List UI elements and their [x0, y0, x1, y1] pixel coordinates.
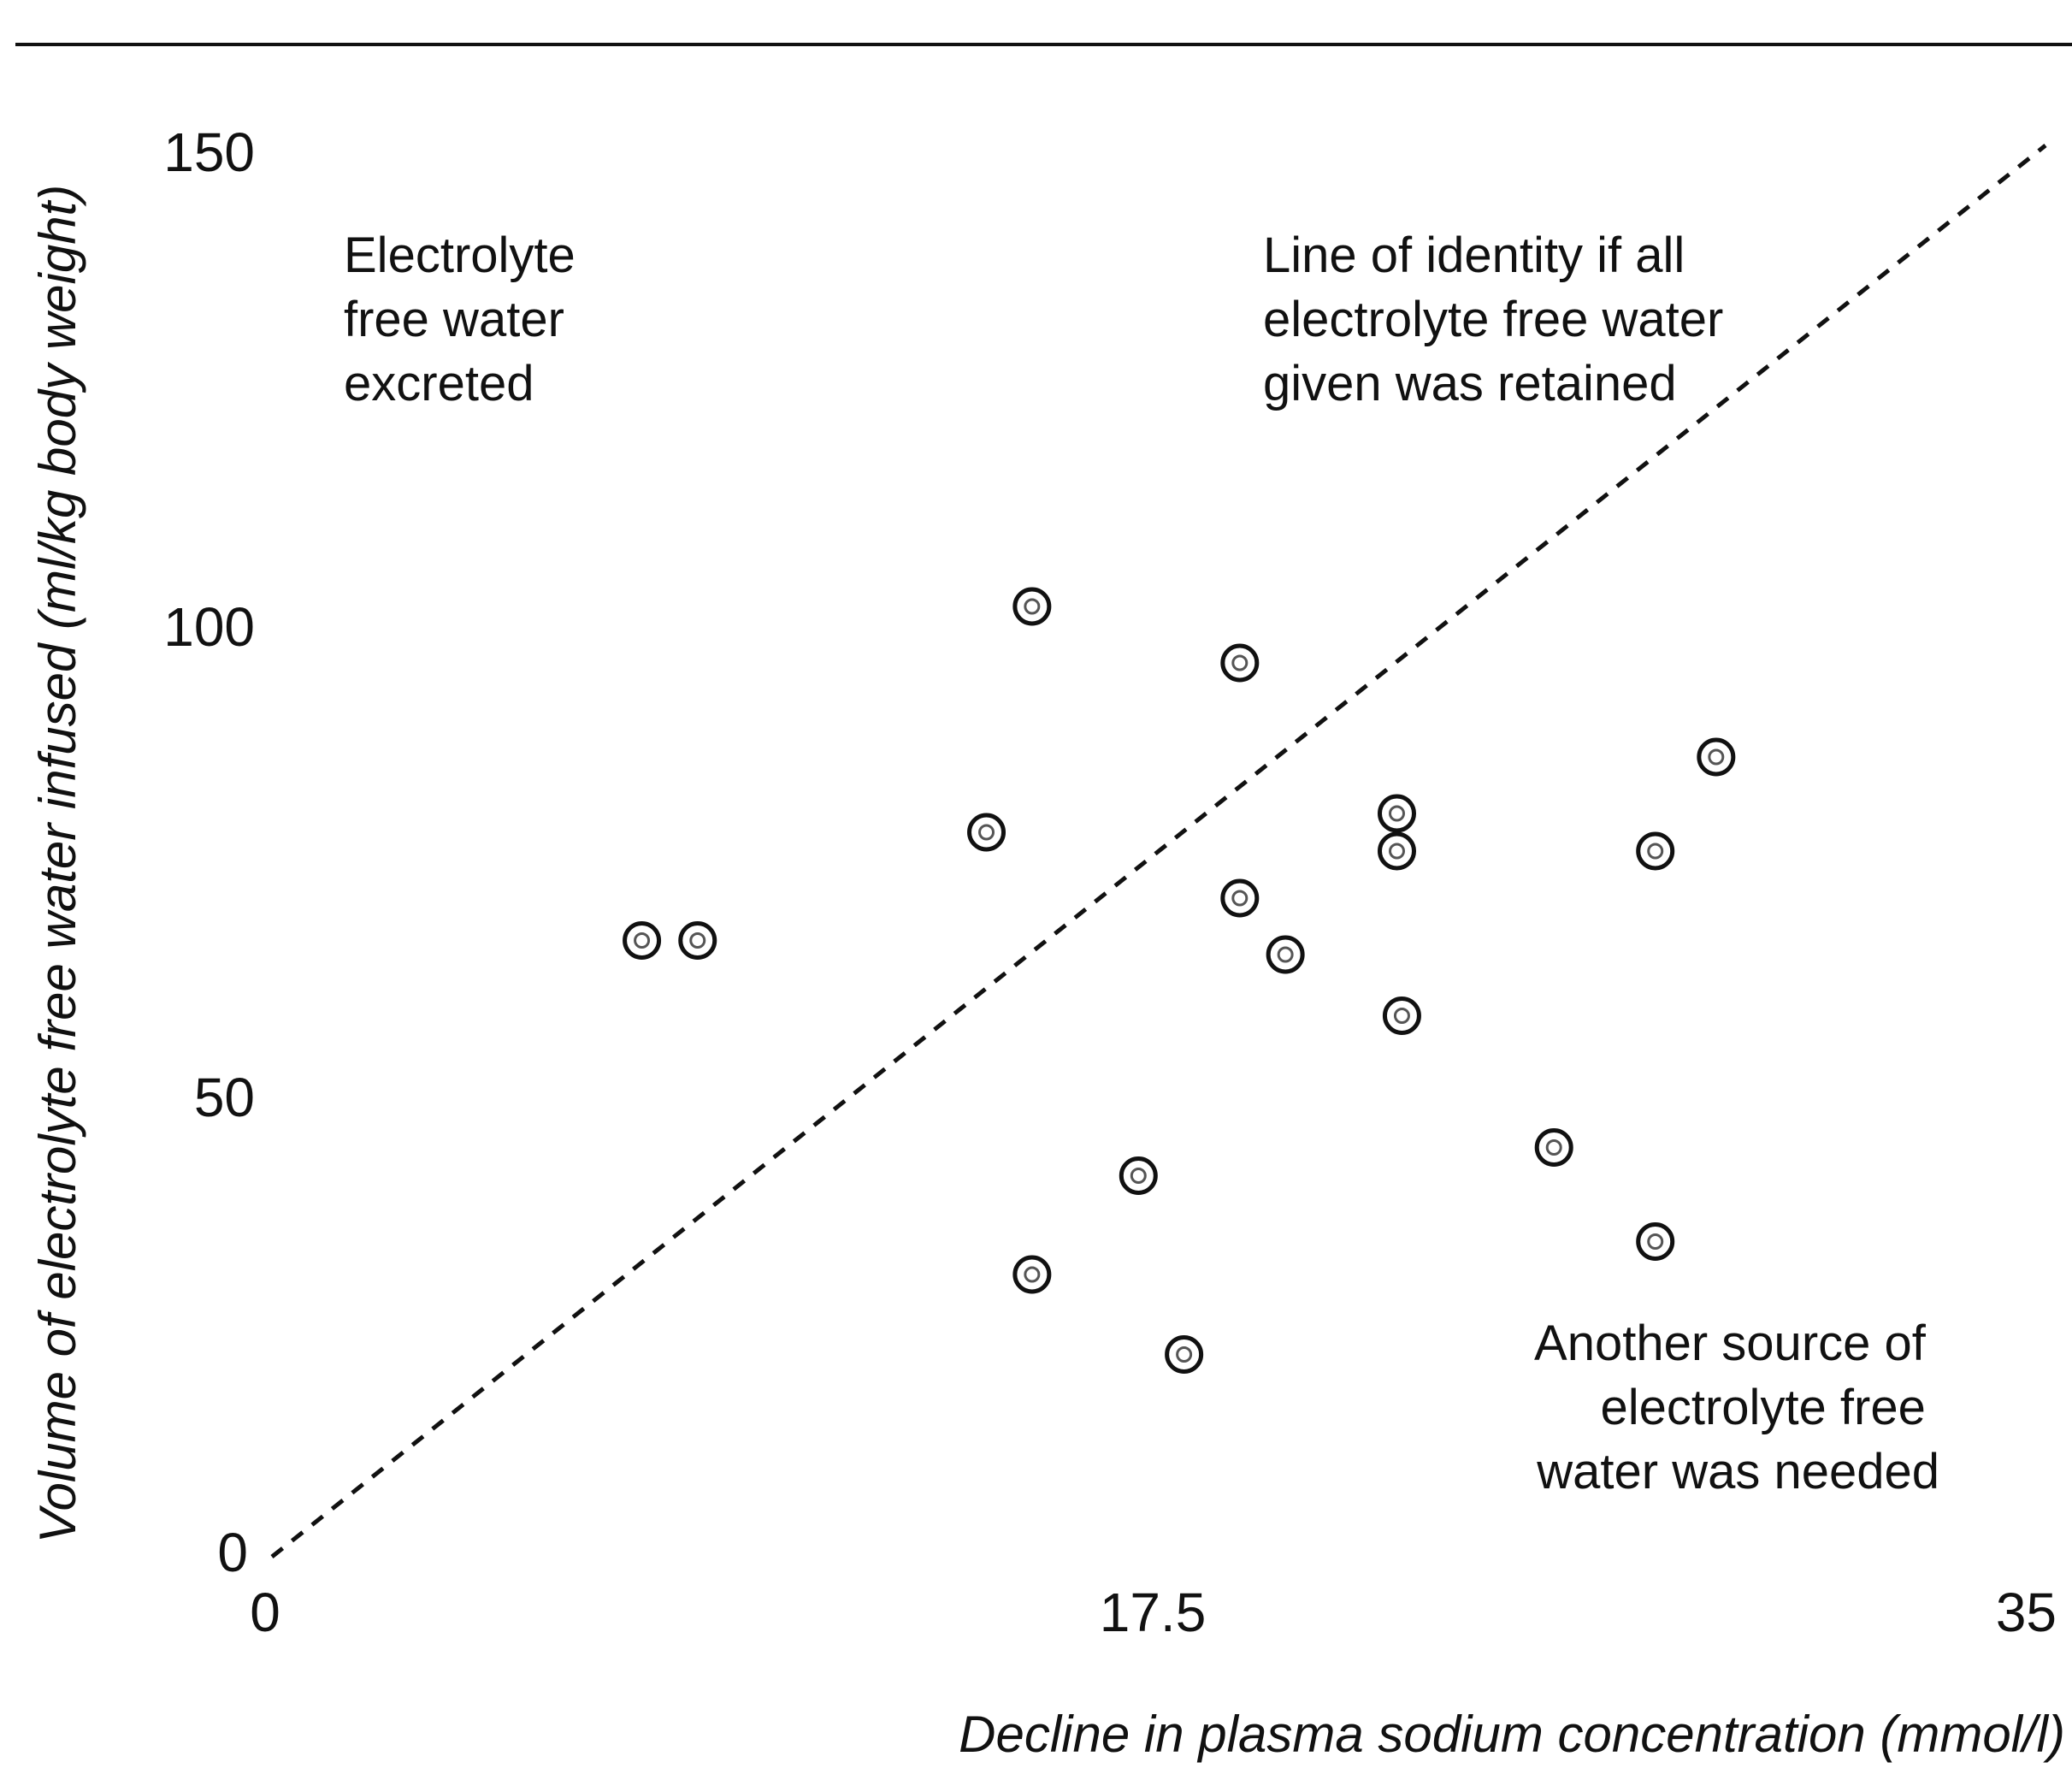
y-tick-label: 100 — [163, 596, 255, 658]
data-point — [967, 813, 1006, 852]
annotation-another-source-needed: Another source of electrolyte free water… — [1534, 1316, 1939, 1499]
data-point — [1012, 1255, 1052, 1294]
data-point — [1012, 587, 1052, 626]
y-tick-labels: 150 100 50 0 — [163, 121, 255, 1583]
y-axis-title: Volume of electrolyte free water infused… — [29, 185, 86, 1544]
annotation-line-of-identity: Line of identity if all electrolyte free… — [1263, 228, 1737, 411]
y-tick-label: 50 — [194, 1067, 255, 1128]
data-point — [1697, 737, 1736, 777]
annotation-line: given was retained — [1263, 356, 1677, 411]
data-point — [1220, 643, 1260, 683]
annotation-line: water was needed — [1536, 1444, 1939, 1499]
data-point — [1165, 1335, 1204, 1374]
data-point — [1636, 1222, 1675, 1261]
data-point — [1382, 996, 1421, 1035]
x-axis-title: Decline in plasma sodium concentration (… — [959, 1706, 2065, 1763]
data-point — [1119, 1156, 1158, 1195]
annotation-line: electrolyte free water — [1263, 292, 1723, 347]
x-tick-label: 17.5 — [1100, 1582, 1207, 1643]
data-point — [1378, 794, 1417, 833]
x-tick-label: 0 — [250, 1582, 280, 1643]
annotation-line: free water — [344, 292, 564, 347]
annotation-line: Line of identity if all — [1263, 228, 1685, 283]
data-point — [1636, 831, 1675, 871]
data-point — [623, 921, 662, 960]
annotation-electrolyte-excreted: Electrolyte free water excreted — [344, 228, 589, 411]
x-tick-label: 35 — [1996, 1582, 2057, 1643]
y-tick-label: 0 — [217, 1522, 248, 1583]
data-point — [1378, 831, 1417, 871]
annotation-line: excreted — [344, 356, 534, 411]
line-of-identity — [270, 144, 2047, 1558]
annotation-line: electrolyte free — [1600, 1380, 1925, 1435]
data-points — [623, 587, 1736, 1374]
data-point — [1220, 878, 1260, 918]
x-tick-labels: 0 17.5 35 — [250, 1582, 2057, 1643]
annotation-line: Another source of — [1534, 1316, 1927, 1371]
data-point — [678, 921, 717, 960]
annotation-line: Electrolyte — [344, 228, 576, 283]
data-point — [1534, 1128, 1573, 1167]
y-tick-label: 150 — [163, 121, 255, 183]
data-point — [1266, 935, 1305, 974]
